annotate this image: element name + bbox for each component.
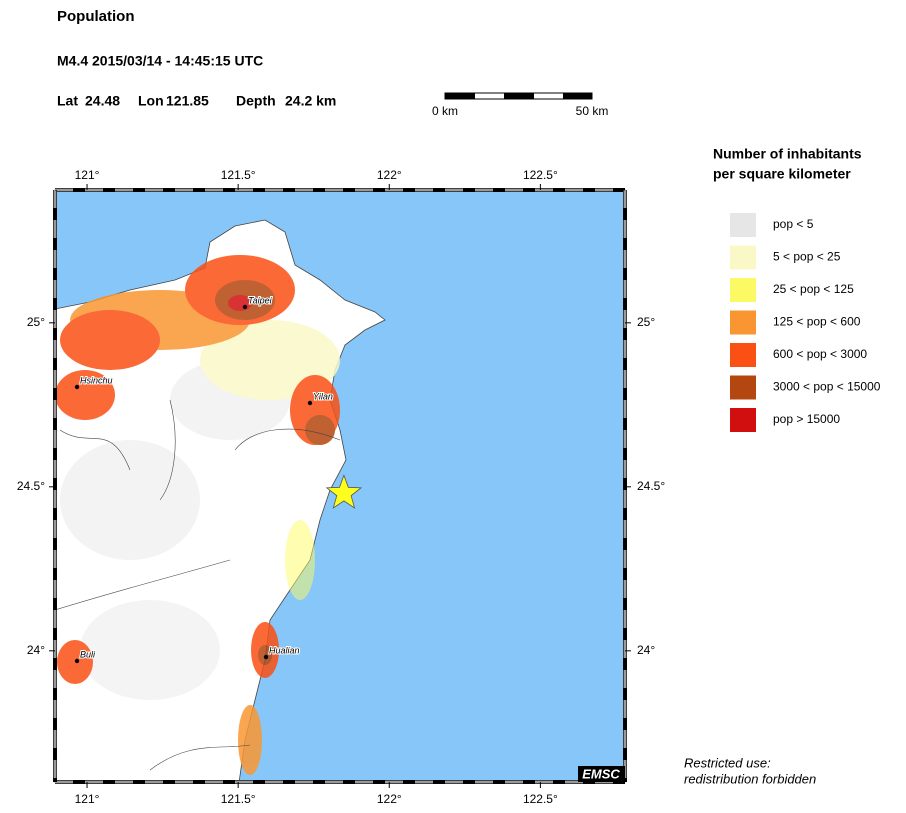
legend-label: 600 < pop < 3000 (773, 347, 867, 361)
badge-bg (578, 766, 625, 782)
city-dot (263, 654, 269, 660)
legend-label: 125 < pop < 600 (773, 315, 861, 329)
city-dot (74, 384, 80, 390)
city-label: Hualian (269, 645, 300, 655)
footer-note: Restricted use: (684, 755, 771, 770)
lat-tick-label: 24.5° (637, 479, 665, 493)
lat-tick-label: 25° (27, 315, 45, 329)
scale-end: 50 km (576, 104, 609, 118)
lon-tick-label: 122.5° (523, 168, 558, 182)
lon-label: Lon (138, 93, 164, 109)
epicenter (325, 474, 363, 509)
title: Population (57, 8, 135, 25)
legend-title: Number of inhabitants (713, 146, 862, 162)
lon-tick-label: 122° (377, 168, 402, 182)
lat-tick-label: 24.5° (17, 479, 45, 493)
legend-swatch (730, 408, 756, 432)
legend-swatch (730, 213, 756, 237)
lat-tick-label: 24° (27, 643, 45, 657)
map-frame (53, 188, 627, 784)
city-dot (74, 658, 80, 664)
city-label: Buli (80, 649, 96, 659)
scale-start: 0 km (432, 104, 458, 118)
city-label: Taipei (248, 295, 273, 305)
legend-label: 5 < pop < 25 (773, 250, 841, 264)
city-dot (242, 304, 248, 310)
lon-tick-label: 121.5° (221, 792, 256, 806)
lat-tick-label: 24° (637, 643, 655, 657)
city-label: Yilan (313, 391, 333, 401)
city-label: Hsinchu (80, 375, 113, 385)
legend-swatch (730, 375, 756, 400)
city-dot (307, 400, 313, 406)
badge: EMSC (582, 766, 620, 781)
scale-bar (444, 92, 593, 100)
lon-value: 121.85 (166, 93, 209, 109)
frame-border (54, 189, 626, 783)
legend-label: pop < 5 (773, 217, 814, 231)
depth-value: 24.2 km (285, 93, 336, 109)
lon-tick-label: 121° (75, 792, 100, 806)
legend-label: 3000 < pop < 15000 (773, 380, 881, 394)
legend-title: per square kilometer (713, 166, 851, 182)
legend-swatch (730, 343, 756, 367)
legend-swatch (730, 310, 756, 335)
lon-tick-label: 121.5° (221, 168, 256, 182)
legend-swatch (730, 278, 756, 302)
lon-tick-label: 121° (75, 168, 100, 182)
depth-label: Depth (236, 93, 276, 109)
lat-label: Lat (57, 93, 78, 109)
event-line: M4.4 2015/03/14 - 14:45:15 UTC (57, 53, 263, 69)
lat-tick-label: 25° (637, 315, 655, 329)
legend-swatch (730, 245, 756, 270)
legend-label: pop > 15000 (773, 412, 840, 426)
land (55, 219, 386, 782)
lon-tick-label: 122° (377, 792, 402, 806)
legend-label: 25 < pop < 125 (773, 282, 854, 296)
lat-value: 24.48 (85, 93, 120, 109)
footer-note: redistribution forbidden (684, 771, 816, 786)
lon-tick-label: 122.5° (523, 792, 558, 806)
